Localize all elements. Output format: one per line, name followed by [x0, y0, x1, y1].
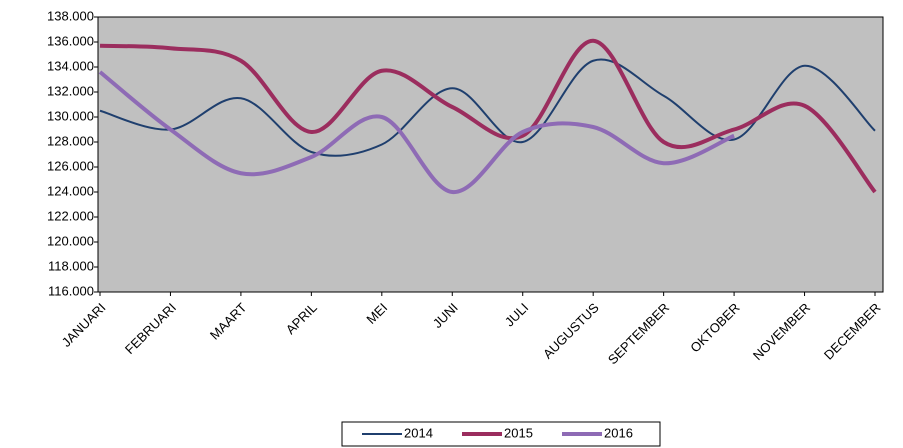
- y-tick-label: 132.000: [47, 83, 94, 98]
- x-tick-label: DECEMBER: [821, 300, 884, 363]
- legend-label: 2015: [504, 425, 533, 440]
- x-tick-label: JANUARI: [59, 300, 109, 350]
- y-tick-label: 124.000: [47, 183, 94, 198]
- x-tick-label: NOVEMBER: [750, 300, 813, 363]
- x-tick-label: FEBRUARI: [122, 300, 179, 357]
- y-tick-label: 130.000: [47, 108, 94, 123]
- legend-label: 2016: [604, 425, 633, 440]
- x-tick-label: MEI: [363, 300, 390, 327]
- y-tick-label: 116.000: [48, 283, 94, 298]
- series-line: [99, 38, 877, 194]
- x-tick-label: APRIL: [283, 300, 320, 337]
- x-tick-label: MAART: [207, 300, 250, 343]
- y-tick-label: 118.000: [48, 258, 94, 273]
- y-tick-label: 126.000: [47, 158, 94, 173]
- y-tick-label: 128.000: [47, 133, 94, 148]
- x-tick-label: JUNI: [430, 300, 461, 331]
- x-tick-label: AUGUSTUS: [540, 300, 602, 362]
- y-tick-label: 138.000: [47, 8, 94, 23]
- y-tick-label: 136.000: [47, 33, 94, 48]
- x-tick-label: SEPTEMBER: [605, 300, 672, 367]
- y-tick-label: 120.000: [47, 233, 94, 248]
- series-line: [98, 70, 735, 194]
- y-tick-label: 122.000: [47, 208, 94, 223]
- y-tick-label: 134.000: [47, 58, 94, 73]
- legend-label: 2014: [404, 425, 433, 440]
- x-tick-label: OKTOBER: [687, 300, 742, 355]
- series-line: [99, 58, 876, 157]
- plot-area: [97, 16, 884, 293]
- x-tick-label: JULI: [502, 300, 532, 330]
